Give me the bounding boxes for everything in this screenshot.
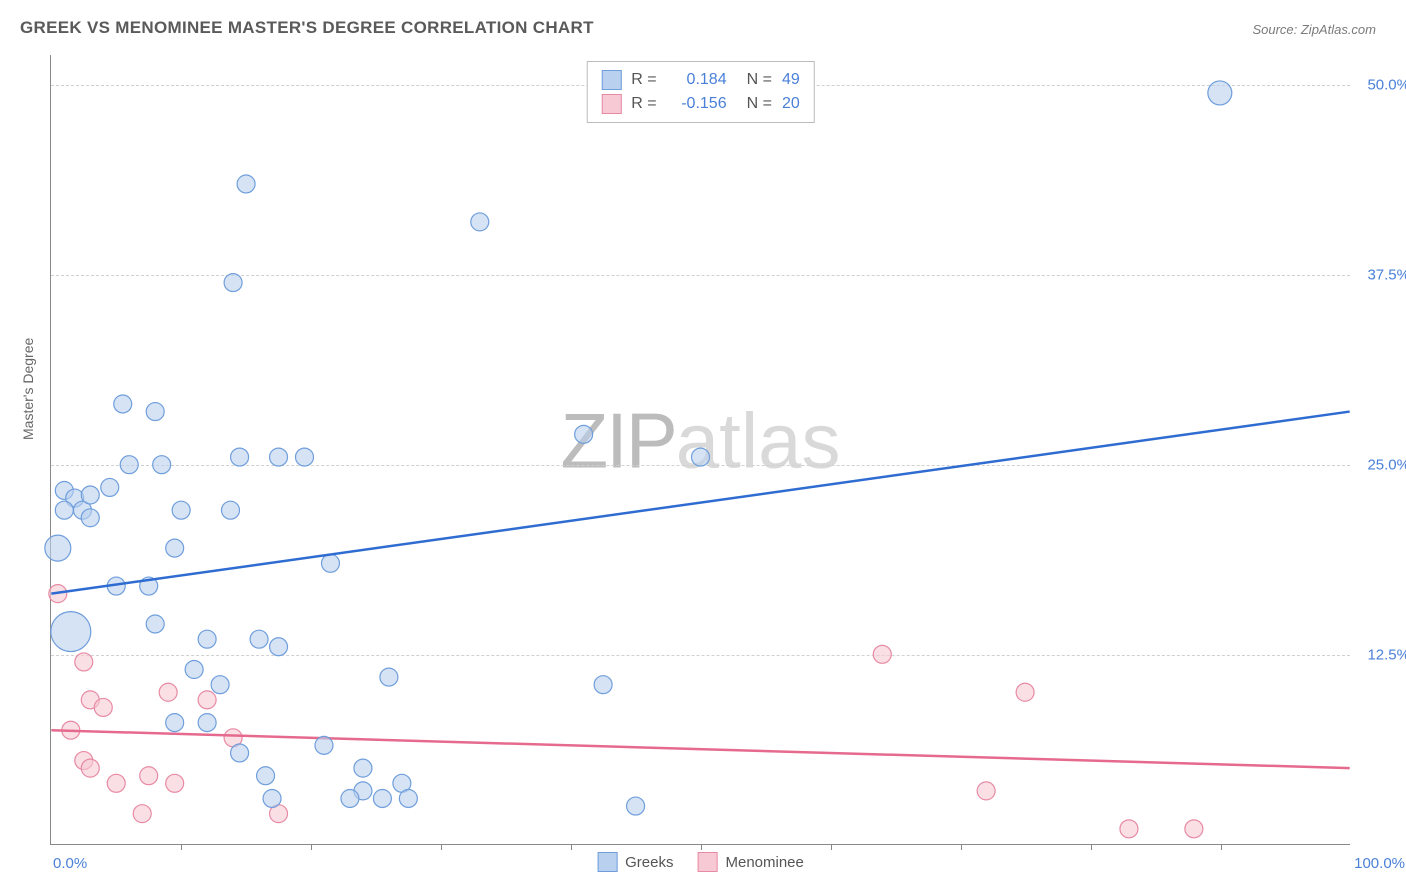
y-tick-label: 12.5% bbox=[1360, 647, 1406, 664]
correlation-legend: R = 0.184 N = 49 R = -0.156 N = 20 bbox=[586, 61, 814, 123]
legend-swatch-icon bbox=[601, 70, 621, 90]
legend-row-greeks: R = 0.184 N = 49 bbox=[601, 68, 799, 92]
legend-r-label: R = bbox=[631, 71, 656, 89]
legend-swatch-icon bbox=[601, 94, 621, 114]
source-name: ZipAtlas.com bbox=[1301, 22, 1376, 37]
legend-n-value: 20 bbox=[782, 95, 800, 113]
series-legend: Greeks Menominee bbox=[597, 852, 804, 872]
series-legend-greeks: Greeks bbox=[597, 852, 673, 872]
y-tick-label: 50.0% bbox=[1360, 77, 1406, 94]
source-label: Source: bbox=[1252, 22, 1300, 37]
y-tick-label: 25.0% bbox=[1360, 457, 1406, 474]
legend-r-label: R = bbox=[631, 95, 656, 113]
chart-title: GREEK VS MENOMINEE MASTER'S DEGREE CORRE… bbox=[20, 18, 594, 38]
x-axis-max-label: 100.0% bbox=[1354, 855, 1405, 872]
legend-swatch-icon bbox=[697, 852, 717, 872]
x-axis-min-label: 0.0% bbox=[53, 855, 87, 872]
scatter-plot bbox=[51, 55, 1350, 844]
legend-r-value: -0.156 bbox=[667, 95, 727, 113]
y-tick-label: 37.5% bbox=[1360, 267, 1406, 284]
source-attribution: Source: ZipAtlas.com bbox=[1252, 22, 1376, 37]
legend-row-menominee: R = -0.156 N = 20 bbox=[601, 92, 799, 116]
series-legend-menominee: Menominee bbox=[697, 852, 803, 872]
legend-n-value: 49 bbox=[782, 71, 800, 89]
legend-n-label: N = bbox=[747, 71, 772, 89]
legend-swatch-icon bbox=[597, 852, 617, 872]
legend-r-value: 0.184 bbox=[667, 71, 727, 89]
y-axis-label: Master's Degree bbox=[20, 338, 36, 440]
series-legend-label: Menominee bbox=[725, 854, 803, 871]
series-legend-label: Greeks bbox=[625, 854, 673, 871]
legend-n-label: N = bbox=[747, 95, 772, 113]
chart-plot-area: ZIPatlas 12.5%25.0%37.5%50.0% R = 0.184 … bbox=[50, 55, 1350, 845]
